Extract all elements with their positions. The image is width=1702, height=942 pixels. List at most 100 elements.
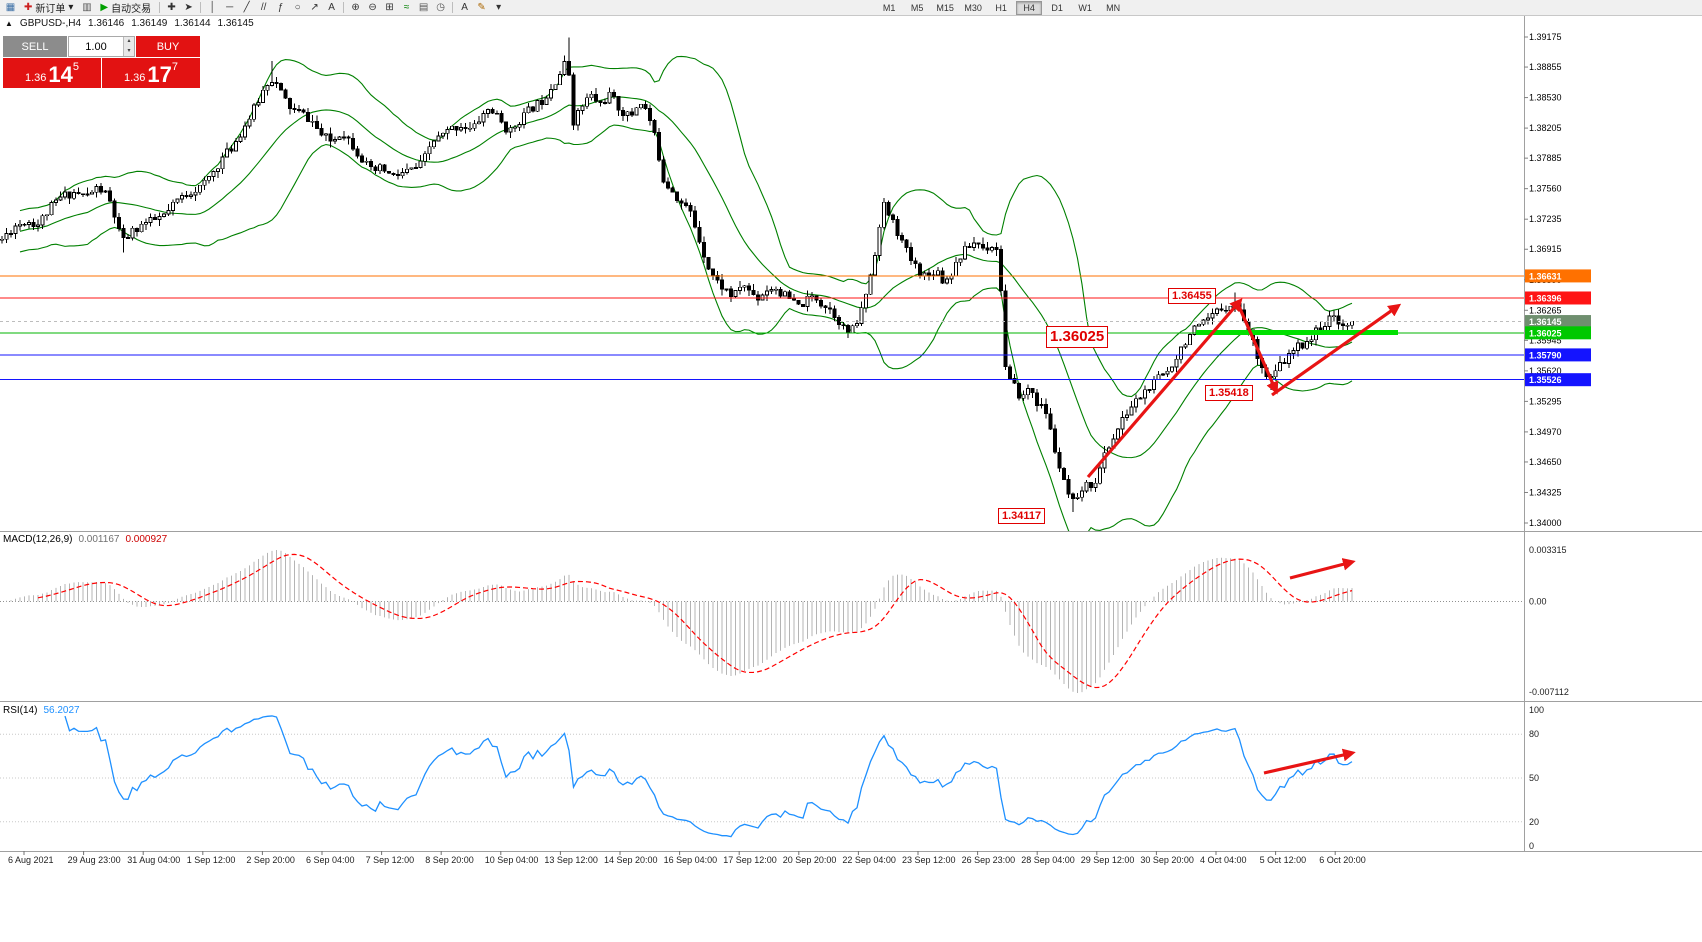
timeframe-h4[interactable]: H4 — [1016, 0, 1043, 15]
symbol-ohlc-bar: ▲ GBPUSD-,H4 1.36146 1.36149 1.36144 1.3… — [5, 18, 254, 29]
rsi-line — [64, 715, 1353, 838]
time-axis-label: 22 Sep 04:00 — [842, 855, 896, 865]
rsi-axis-label: 20 — [1529, 817, 1539, 827]
price-axis-label: 1.35945 — [1529, 335, 1562, 345]
lot-up-icon[interactable]: ▴ — [123, 37, 134, 47]
price-axis-label: 1.34970 — [1529, 427, 1562, 437]
autotrading-button[interactable]: ▶ 自动交易 — [95, 1, 156, 15]
zoom-in-icon[interactable]: ⊕ — [351, 1, 360, 13]
price-tag-1.36631 — [1525, 269, 1591, 283]
timeframe-m1[interactable]: M1 — [882, 2, 896, 13]
timeframe-h1[interactable]: H1 — [995, 2, 1007, 13]
price-tag-1.36025 — [1525, 326, 1591, 340]
time-axis: 6 Aug 2021 29 Aug 23:00 31 Aug 04:00 1 Sep … — [8, 851, 1366, 865]
fibonacci-icon[interactable]: ƒ — [277, 1, 284, 13]
trendline-icon[interactable]: ╱ — [243, 1, 250, 13]
cursor-icon[interactable]: ➤ — [184, 1, 193, 13]
time-axis-label: 8 Sep 20:00 — [425, 855, 474, 865]
chart-shift-icon[interactable]: ▥ — [82, 1, 92, 13]
macd-label: MACD(12,26,9) 0.001167 0.000927 — [3, 534, 168, 545]
lot-spinner[interactable]: ▴ ▾ — [123, 37, 134, 56]
time-axis-label: 10 Sep 04:00 — [485, 855, 539, 865]
sell-button[interactable]: SELL — [3, 36, 67, 57]
zoom-out-icon[interactable]: ⊖ — [368, 1, 377, 13]
lot-down-icon[interactable]: ▾ — [123, 46, 134, 56]
time-axis-label: 31 Aug 04:00 — [127, 855, 180, 865]
trend-arrow-0[interactable] — [1086, 298, 1243, 479]
buy-button[interactable]: BUY — [136, 36, 200, 57]
trend-arrow-2[interactable] — [1271, 303, 1402, 397]
price-annotation[interactable]: 1.34117 — [998, 508, 1046, 525]
channel-icon[interactable]: // — [260, 1, 267, 13]
buy-price-button[interactable]: 1.36 17 7 — [102, 58, 200, 88]
price-tag-label: 1.35790 — [1529, 350, 1562, 360]
lot-value: 1.00 — [85, 40, 107, 53]
timeframe-mn[interactable]: MN — [1106, 2, 1121, 13]
panel-separators[interactable] — [0, 16, 1702, 852]
horizontal-line-icon[interactable]: ─ — [226, 1, 234, 13]
chart-symbol-icon: ▲ — [5, 19, 13, 28]
lot-size-input[interactable]: 1.00 ▴ ▾ — [68, 36, 135, 57]
timeframe-w1[interactable]: W1 — [1078, 2, 1092, 13]
sell-price-button[interactable]: 1.36 14 5 — [3, 58, 101, 88]
shapes-icon[interactable]: ○ — [294, 1, 301, 13]
timeframe-d1[interactable]: D1 — [1051, 2, 1063, 13]
annotation-text-icon[interactable]: A — [461, 1, 468, 13]
rsi-axis-label: 0 — [1529, 841, 1534, 851]
rsi-axis-label: 80 — [1529, 729, 1539, 739]
toolbar-dropdown-icon[interactable]: ▾ — [496, 1, 502, 13]
timeframe-m5[interactable]: M5 — [910, 2, 924, 13]
price-tag-1.35526 — [1525, 373, 1591, 387]
price-annotation[interactable]: 1.35418 — [1205, 385, 1253, 402]
trend-arrow-4[interactable] — [1263, 748, 1356, 775]
time-axis-label: 14 Sep 20:00 — [604, 855, 658, 865]
price-annotation[interactable]: 1.36025 — [1046, 326, 1109, 348]
price-axis-label: 1.35295 — [1529, 396, 1562, 406]
templates-icon[interactable]: ▤ — [418, 1, 429, 13]
indicators-icon[interactable]: ≈ — [403, 1, 410, 13]
crosshair-icon[interactable]: ✚ — [167, 1, 176, 13]
bar-high-value: 1.36149 — [131, 18, 168, 29]
bollinger-lower-band — [19, 124, 1353, 531]
bar-low-value: 1.36144 — [174, 18, 211, 29]
tile-windows-icon[interactable]: ⊞ — [385, 1, 394, 13]
price-axis-label: 1.36915 — [1529, 244, 1562, 254]
time-axis-label: 28 Sep 04:00 — [1021, 855, 1075, 865]
trend-arrows[interactable] — [1086, 298, 1402, 775]
bollinger-upper-band — [19, 55, 1353, 398]
macd-signal-line — [37, 553, 1353, 689]
text-icon[interactable]: A — [328, 1, 335, 13]
price-annotation[interactable]: 1.36455 — [1168, 288, 1216, 305]
price-axis-label: 1.36265 — [1529, 305, 1562, 315]
timeframe-m30[interactable]: M30 — [964, 2, 982, 13]
price-axis-label: 1.35620 — [1529, 366, 1562, 376]
new-order-button[interactable]: ✚ 新订单 ▾ — [19, 1, 78, 15]
time-axis-label: 17 Sep 12:00 — [723, 855, 777, 865]
rsi-axis-label: 50 — [1529, 773, 1539, 783]
arrows-icon[interactable]: ↗ — [310, 1, 319, 13]
trend-arrow-3[interactable] — [1289, 558, 1356, 580]
time-axis-label: 1 Sep 12:00 — [187, 855, 236, 865]
bar-open-value: 1.36146 — [88, 18, 125, 29]
time-axis-label: 13 Sep 12:00 — [544, 855, 598, 865]
time-axis-label: 16 Sep 04:00 — [664, 855, 718, 865]
symbol-name: GBPUSD-,H4 — [19, 18, 82, 29]
chart-window-icon[interactable]: ▦ — [5, 1, 16, 13]
horizontal-level-lines[interactable] — [0, 275, 1524, 381]
time-axis-label: 6 Sep 04:00 — [306, 855, 355, 865]
price-axis-label: 1.38205 — [1529, 123, 1562, 133]
vertical-line-icon[interactable]: │ — [209, 1, 216, 13]
bollinger-bands — [19, 55, 1353, 531]
sell-price-pipette: 5 — [72, 61, 80, 73]
period-icon[interactable]: ◷ — [436, 1, 445, 13]
main-toolbar: ▦ ✚ 新订单 ▾ ▥ ▶ 自动交易 ✚ ➤ │ ─ ╱ // ƒ ○ ↗ A ⊕ ⊖ ⊞ ≈ ▤ ◷ A ✎ ▾ M1 M5 M15 M… — [0, 0, 1702, 16]
price-axis-label: 1.34325 — [1529, 487, 1562, 497]
price-tag-label: 1.36025 — [1529, 328, 1562, 338]
styles-icon[interactable]: ✎ — [477, 1, 486, 13]
price-axis-label: 1.39175 — [1529, 32, 1562, 42]
timeframe-m15[interactable]: M15 — [936, 2, 954, 13]
trend-arrow-1[interactable] — [1236, 303, 1279, 395]
price-axis-label: 1.38855 — [1529, 62, 1562, 72]
